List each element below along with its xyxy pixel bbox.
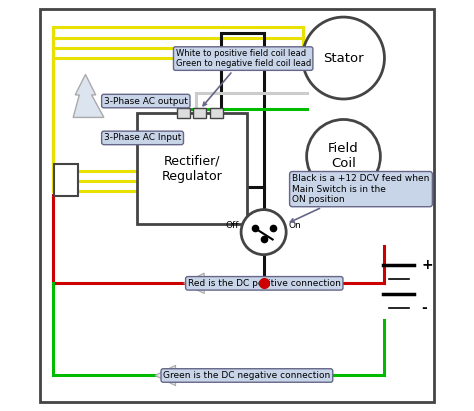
- FancyBboxPatch shape: [137, 113, 247, 224]
- Text: Green is the DC negative connection: Green is the DC negative connection: [163, 371, 330, 380]
- Text: -: -: [421, 301, 427, 315]
- Text: 3-Phase AC output: 3-Phase AC output: [104, 97, 188, 106]
- Polygon shape: [184, 273, 327, 293]
- Text: On: On: [288, 222, 301, 231]
- FancyBboxPatch shape: [40, 9, 434, 402]
- Text: +: +: [421, 258, 433, 272]
- Circle shape: [241, 210, 286, 255]
- Text: White to positive field coil lead
Green to negative field coil lead: White to positive field coil lead Green …: [175, 49, 311, 106]
- Polygon shape: [155, 365, 327, 386]
- Text: Black is a +12 DCV feed when
Main Switch is in the
ON position: Black is a +12 DCV feed when Main Switch…: [291, 174, 429, 222]
- FancyBboxPatch shape: [210, 109, 223, 118]
- FancyBboxPatch shape: [177, 109, 190, 118]
- Text: Off: Off: [226, 222, 239, 231]
- FancyBboxPatch shape: [193, 109, 206, 118]
- FancyBboxPatch shape: [54, 164, 78, 196]
- Circle shape: [307, 120, 380, 193]
- Circle shape: [302, 17, 384, 99]
- Text: Red is the DC positive connection: Red is the DC positive connection: [188, 279, 341, 288]
- Text: Stator: Stator: [323, 51, 364, 65]
- Polygon shape: [73, 74, 104, 118]
- Text: Rectifier/
Regulator: Rectifier/ Regulator: [162, 155, 222, 182]
- Text: Field
Coil: Field Coil: [328, 142, 359, 170]
- Text: 3-Phase AC Input: 3-Phase AC Input: [104, 134, 181, 143]
